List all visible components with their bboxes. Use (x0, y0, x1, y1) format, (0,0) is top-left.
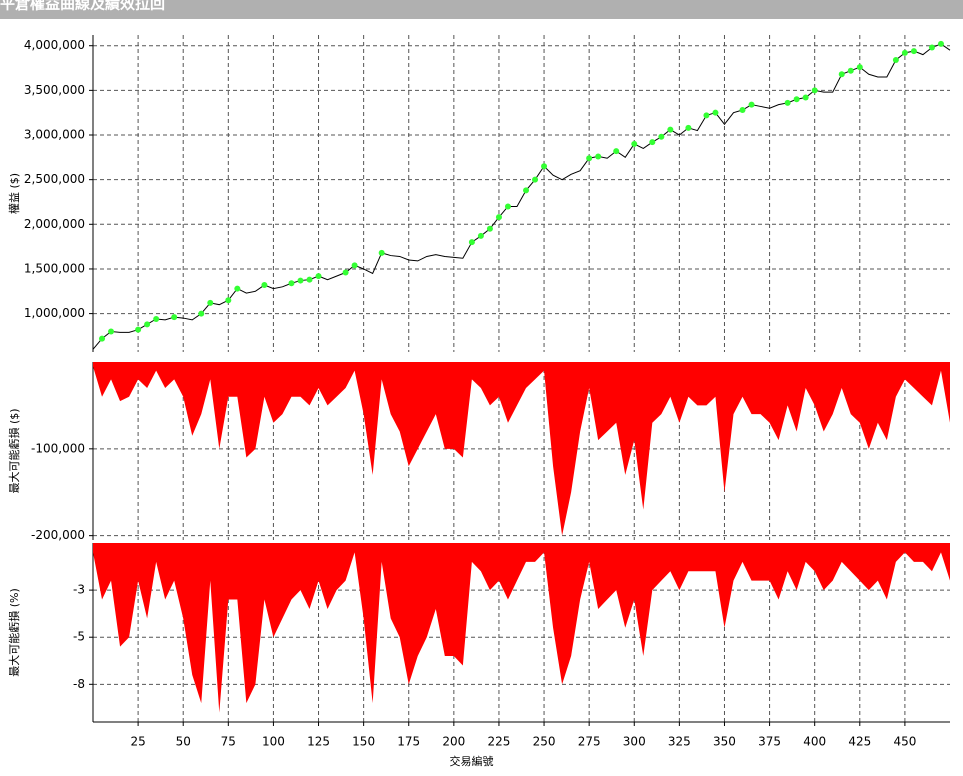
x-tick-label: 225 (487, 735, 510, 749)
new-high-marker (703, 112, 710, 119)
new-high-marker (901, 49, 908, 56)
x-tick-label: 150 (352, 735, 375, 749)
new-high-marker (685, 124, 692, 131)
equity-line (92, 43, 951, 350)
new-high-marker (108, 328, 115, 335)
new-high-marker (748, 101, 755, 108)
new-high-marker (153, 315, 160, 322)
y-tick-label: 1,500,000 (24, 261, 85, 275)
new-high-marker (315, 273, 322, 280)
new-high-marker (910, 48, 917, 55)
x-tick-label: 25 (130, 735, 145, 749)
new-high-marker (928, 44, 935, 51)
x-tick-label: 250 (533, 735, 556, 749)
new-high-marker (847, 67, 854, 74)
new-high-marker (586, 155, 593, 162)
new-high-marker (144, 321, 151, 328)
chart-title: 平倉權益曲線及績效拉回 (0, 0, 165, 13)
x-tick-label: 325 (668, 735, 691, 749)
y-tick-label: 1,000,000 (24, 306, 85, 320)
x-tick-label: 275 (578, 735, 601, 749)
y-axis-label: 權益 ($) (7, 173, 21, 214)
new-high-marker (495, 214, 502, 221)
new-high-marker (739, 107, 746, 114)
y-tick-label: 2,000,000 (24, 217, 85, 231)
new-high-marker (99, 335, 106, 342)
new-high-marker (532, 176, 539, 183)
x-tick-label: 450 (893, 735, 916, 749)
y-axis-label: 最大可能虧損 (%) (7, 588, 21, 677)
new-high-marker (649, 139, 656, 146)
drawdown-area (93, 543, 950, 713)
y-tick-label: -100,000 (31, 441, 85, 455)
x-tick-label: 75 (221, 735, 236, 749)
new-high-marker (937, 40, 944, 47)
title-bar (0, 0, 963, 19)
new-high-marker (468, 239, 475, 246)
y-tick-label: -200,000 (31, 528, 85, 542)
new-high-marker (288, 280, 295, 287)
y-tick-label: 2,500,000 (24, 172, 85, 186)
y-tick-label: 3,000,000 (24, 128, 85, 142)
new-high-marker (378, 249, 385, 256)
x-tick-label: 400 (803, 735, 826, 749)
new-high-marker (541, 163, 548, 170)
x-tick-label: 350 (713, 735, 736, 749)
x-tick-label: 375 (758, 735, 781, 749)
x-tick-label: 200 (442, 735, 465, 749)
new-high-marker (135, 326, 142, 333)
y-axis-label: 最大可能虧損 ($) (7, 408, 21, 493)
new-high-marker (198, 310, 205, 317)
y-tick-label: 4,000,000 (24, 38, 85, 52)
x-tick-label: 425 (848, 735, 871, 749)
x-tick-label: 300 (623, 735, 646, 749)
x-tick-label: 50 (176, 735, 191, 749)
new-high-marker (667, 126, 674, 133)
x-tick-label: 175 (397, 735, 420, 749)
y-tick-label: -3 (73, 583, 85, 597)
new-high-marker (351, 262, 358, 269)
new-high-marker (261, 282, 268, 289)
new-high-marker (631, 140, 638, 147)
new-high-marker (793, 96, 800, 103)
new-high-marker (207, 299, 214, 306)
y-tick-label: -8 (73, 677, 85, 691)
new-high-marker (856, 64, 863, 71)
new-high-marker (234, 285, 241, 292)
new-high-marker (297, 277, 304, 284)
y-tick-label: 3,500,000 (24, 83, 85, 97)
new-high-marker (892, 57, 899, 64)
new-high-marker (784, 99, 791, 106)
new-high-marker (306, 276, 313, 283)
new-high-marker (342, 269, 349, 276)
new-high-marker (523, 187, 530, 194)
new-high-marker (613, 148, 620, 155)
x-axis-label: 交易編號 (450, 754, 494, 768)
new-high-marker (595, 153, 602, 160)
new-high-marker (486, 225, 493, 232)
new-high-marker (477, 232, 484, 239)
y-tick-label: -5 (73, 630, 85, 644)
new-high-marker (811, 87, 818, 94)
new-high-marker (802, 94, 809, 101)
new-high-marker (171, 314, 178, 321)
x-tick-label: 125 (307, 735, 330, 749)
new-high-marker (504, 203, 511, 210)
new-high-marker (658, 133, 665, 140)
new-high-marker (225, 297, 232, 304)
new-high-marker (712, 109, 719, 116)
new-high-marker (838, 71, 845, 78)
drawdown-area (93, 362, 950, 536)
x-tick-label: 100 (262, 735, 285, 749)
